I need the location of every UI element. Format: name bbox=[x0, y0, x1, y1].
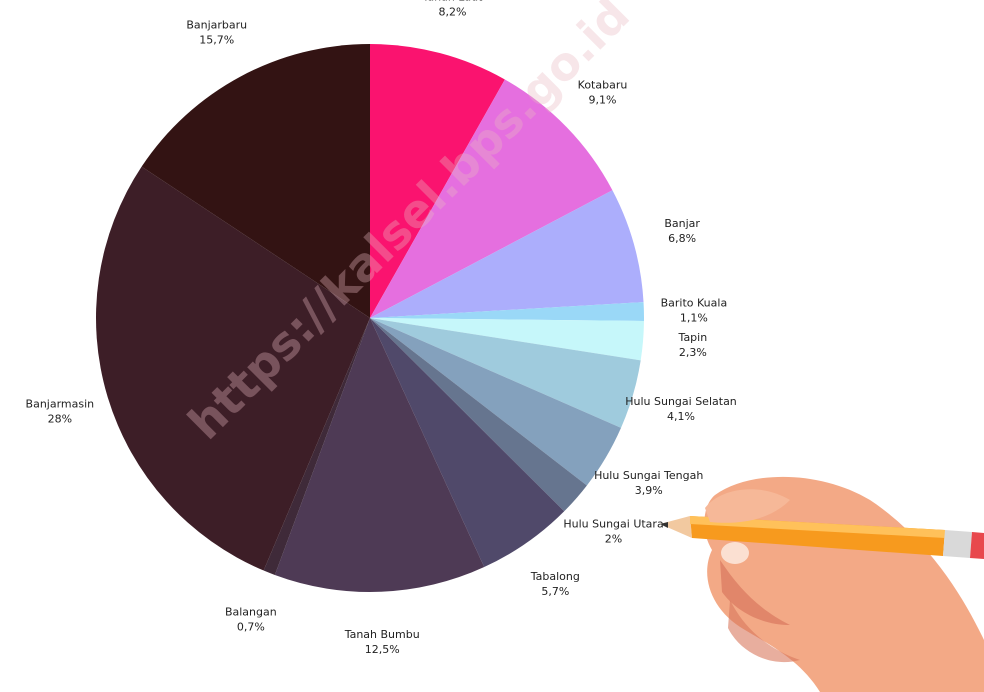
slice-label-name: Banjarmasin bbox=[26, 398, 95, 411]
slice-label-value: 2% bbox=[605, 533, 622, 546]
pie-slice-kotabaru bbox=[370, 79, 613, 319]
slice-label-kotabaru: Kotabaru 9,1% bbox=[578, 78, 628, 106]
pie-slices bbox=[95, 44, 644, 592]
slice-label-value: 2,3% bbox=[679, 346, 707, 359]
slice-label-value: 12,5% bbox=[365, 643, 400, 656]
pie-slice-hulu-sungai-selatan bbox=[370, 318, 641, 428]
pencil-tip bbox=[660, 516, 692, 538]
slice-label-name: Tapin bbox=[678, 331, 708, 344]
pie-slice-hulu-sungai-utara bbox=[370, 318, 587, 512]
pie-slice-banjar bbox=[370, 190, 644, 318]
pie-slice-hulu-sungai-tengah bbox=[370, 318, 621, 486]
slice-label-name: Tanah Laut bbox=[421, 0, 483, 4]
hand-finger-shadow bbox=[720, 560, 790, 625]
slice-labels: Tanah Laut 8,2% Kotabaru 9,1% Banjar 6,8% Bari… bbox=[26, 0, 737, 656]
slice-label-name: Kotabaru bbox=[578, 78, 628, 91]
pie-slice-banjarbaru bbox=[141, 44, 370, 318]
slice-label-value: 15,7% bbox=[199, 34, 234, 47]
hand-finger-lower bbox=[728, 600, 800, 663]
pie-slice-banjarmasin bbox=[95, 166, 370, 571]
pie-slice-tapin bbox=[370, 318, 644, 361]
slice-label-banjar: Banjar 6,8% bbox=[664, 217, 700, 245]
slice-label-value: 28% bbox=[48, 413, 72, 426]
slice-label-tanah-bumbu: Tanah Bumbu 12,5% bbox=[344, 628, 420, 656]
slice-label-value: 3,9% bbox=[635, 484, 663, 497]
slice-label-name: Tanah Bumbu bbox=[344, 628, 420, 641]
slice-label-value: 6,8% bbox=[668, 232, 696, 245]
slice-label-name: Hulu Sungai Utara bbox=[563, 518, 663, 531]
slice-label-name: Banjarbaru bbox=[186, 19, 247, 32]
fingernail bbox=[721, 542, 749, 564]
hand-holding-pencil-illustration bbox=[660, 476, 984, 692]
slice-label-tapin: Tapin 2,3% bbox=[678, 331, 708, 359]
slice-label-value: 5,7% bbox=[541, 585, 569, 598]
slice-label-value: 0,7% bbox=[237, 620, 265, 633]
slice-label-hulu-sungai-utara: Hulu Sungai Utara 2% bbox=[563, 518, 663, 546]
slice-label-name: Hulu Sungai Selatan bbox=[625, 395, 737, 408]
slice-label-hulu-sungai-tengah: Hulu Sungai Tengah 3,9% bbox=[594, 469, 703, 497]
slice-label-name: Tabalong bbox=[530, 570, 580, 583]
slice-label-name: Banjar bbox=[664, 217, 700, 230]
slice-label-name: Balangan bbox=[225, 605, 277, 618]
pencil bbox=[660, 516, 984, 559]
pie-slice-barito-kuala bbox=[370, 302, 644, 322]
slice-label-name: Barito Kuala bbox=[661, 296, 728, 309]
pie-slice-tanah-laut bbox=[370, 44, 505, 318]
slice-label-barito-kuala: Barito Kuala 1,1% bbox=[661, 296, 728, 324]
pencil-body-highlight bbox=[690, 516, 945, 538]
pie-slice-tanah-bumbu bbox=[274, 318, 485, 592]
slice-label-value: 8,2% bbox=[438, 6, 466, 19]
slice-label-value: 4,1% bbox=[667, 410, 695, 423]
pencil-lead bbox=[660, 522, 668, 528]
pencil-ferrule bbox=[943, 530, 972, 558]
slice-label-tanah-laut: Tanah Laut 8,2% bbox=[421, 0, 483, 19]
slice-label-hulu-sungai-selatan: Hulu Sungai Selatan 4,1% bbox=[625, 395, 737, 423]
hand-thumb bbox=[705, 489, 790, 523]
slice-label-banjarbaru: Banjarbaru 15,7% bbox=[186, 19, 247, 47]
slice-label-banjarmasin: Banjarmasin 28% bbox=[26, 398, 95, 426]
pie-slice-balangan bbox=[263, 318, 370, 575]
slice-label-value: 1,1% bbox=[680, 311, 708, 324]
slice-label-name: Hulu Sungai Tengah bbox=[594, 469, 703, 482]
slice-label-tabalong: Tabalong 5,7% bbox=[530, 570, 580, 598]
pie-slice-tabalong bbox=[370, 318, 565, 568]
pencil-eraser bbox=[970, 532, 984, 559]
slice-label-value: 9,1% bbox=[589, 93, 617, 106]
slice-label-balangan: Balangan 0,7% bbox=[225, 605, 277, 633]
